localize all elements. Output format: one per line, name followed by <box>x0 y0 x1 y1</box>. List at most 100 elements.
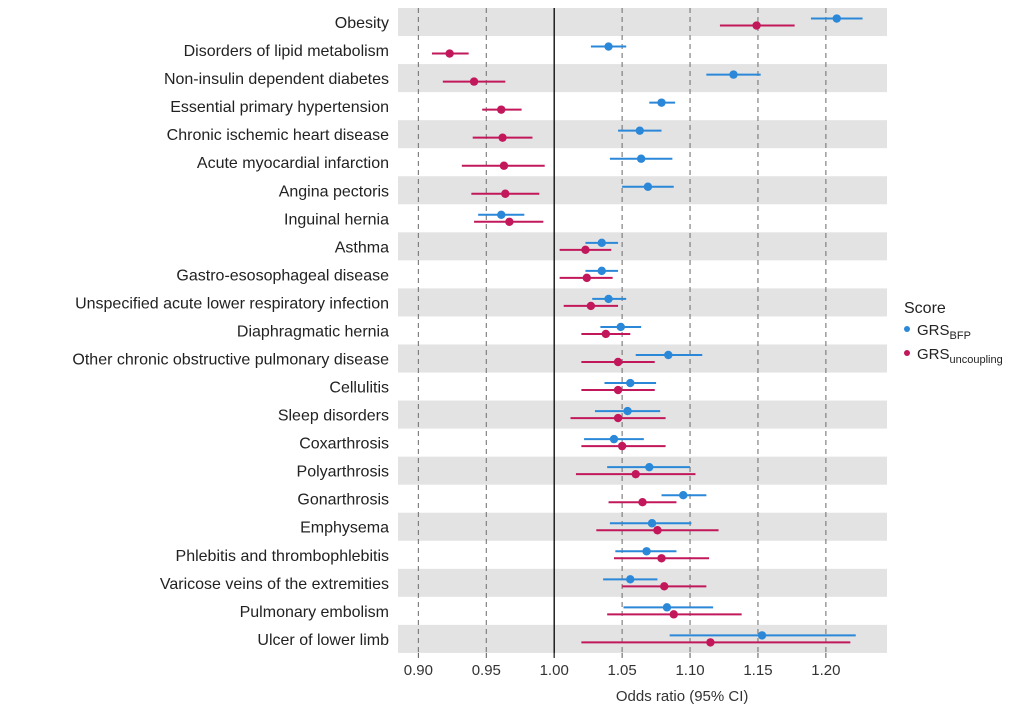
row-band <box>398 512 887 541</box>
point-bfp <box>623 406 632 416</box>
point-uncoupling <box>638 498 647 507</box>
point-bfp <box>662 603 672 612</box>
row-band <box>398 624 887 653</box>
category-label: Essential primary hypertension <box>170 99 389 116</box>
point-uncoupling <box>631 469 640 479</box>
point-bfp <box>642 547 651 556</box>
point-uncoupling <box>445 49 454 58</box>
point-uncoupling <box>501 189 510 198</box>
row-band <box>398 456 887 485</box>
point-uncoupling <box>581 245 590 255</box>
legend-title: Score <box>904 300 946 317</box>
point-bfp <box>679 491 688 500</box>
series-marks <box>431 14 863 647</box>
point-bfp <box>643 182 653 191</box>
x-tick-label: 0.90 <box>404 662 433 679</box>
legend-label-bfp: GRSBFP <box>917 322 971 342</box>
point-bfp <box>636 154 646 163</box>
category-label: Pulmonary embolism <box>240 604 389 621</box>
row-band <box>398 288 887 317</box>
row-band <box>398 176 887 205</box>
x-tick-label: 1.10 <box>675 662 704 679</box>
point-uncoupling <box>505 217 514 226</box>
x-tick-label: 1.00 <box>540 662 569 679</box>
row-band <box>398 344 887 373</box>
category-label: Cellulitis <box>329 380 389 397</box>
category-label: Obesity <box>335 15 389 32</box>
point-uncoupling <box>469 77 479 86</box>
row-band <box>398 232 887 261</box>
category-label: Coxarthrosis <box>299 436 389 453</box>
category-label: Emphysema <box>300 520 389 537</box>
point-uncoupling <box>660 582 669 591</box>
point-uncoupling <box>657 554 666 563</box>
category-labels: Obesity Disorders of lipid metabolism Non-… <box>72 15 389 649</box>
category-label: Ulcer of lower limb <box>257 632 389 649</box>
legend-marker-bfp <box>904 326 910 332</box>
point-bfp <box>604 294 613 304</box>
category-label: Chronic ischemic heart disease <box>167 127 389 144</box>
category-label: Varicose veins of the extremities <box>160 576 389 593</box>
point-uncoupling <box>706 638 715 647</box>
legend-label-uncoupling: GRSuncoupling <box>917 346 1003 366</box>
point-bfp <box>616 322 625 332</box>
x-tick-label: 1.20 <box>811 662 840 679</box>
row-band <box>398 64 887 93</box>
point-bfp <box>597 238 606 248</box>
category-label: Unspecified acute lower respiratory infe… <box>75 295 389 312</box>
point-uncoupling <box>582 273 592 283</box>
point-bfp <box>729 70 738 79</box>
point-bfp <box>657 98 666 107</box>
point-bfp <box>645 462 654 472</box>
category-label: Gonarthrosis <box>297 492 389 509</box>
point-uncoupling <box>601 329 611 339</box>
point-bfp <box>664 350 673 360</box>
x-axis: 0.90 0.95 1.00 1.05 1.10 1.15 1.20 <box>404 652 840 679</box>
x-axis-title: Odds ratio (95% CI) <box>616 688 749 705</box>
x-tick-label: 1.15 <box>743 662 772 679</box>
point-uncoupling <box>752 21 761 30</box>
row-band <box>398 8 887 37</box>
category-label: Sleep disorders <box>278 408 389 425</box>
point-bfp <box>626 575 635 584</box>
point-uncoupling <box>497 105 506 114</box>
category-label: Acute myocardial infarction <box>197 155 389 172</box>
point-uncoupling <box>498 133 507 142</box>
category-label: Angina pectoris <box>279 183 389 200</box>
row-band <box>398 120 887 149</box>
legend-marker-uncoupling <box>904 350 910 356</box>
point-bfp <box>604 42 613 51</box>
point-bfp <box>626 378 635 388</box>
category-label: Non-insulin dependent diabetes <box>164 71 389 88</box>
row-band <box>398 400 887 429</box>
category-label: Diaphragmatic hernia <box>237 323 389 340</box>
x-tick-label: 1.05 <box>608 662 637 679</box>
point-bfp <box>635 126 644 135</box>
row-band <box>398 568 887 597</box>
category-label: Gastro-esosophageal disease <box>176 267 389 284</box>
category-label: Polyarthrosis <box>297 464 389 481</box>
point-uncoupling <box>653 526 662 535</box>
legend: Score GRSBFP GRSuncoupling <box>904 300 1034 370</box>
category-label: Phlebitis and thrombophlebitis <box>176 548 389 565</box>
point-bfp <box>597 266 606 276</box>
category-label: Disorders of lipid metabolism <box>184 43 389 60</box>
point-bfp <box>497 210 506 219</box>
point-uncoupling <box>613 385 623 395</box>
legend-item-bfp: GRSBFP <box>904 322 1034 346</box>
point-uncoupling <box>613 357 623 367</box>
point-bfp <box>647 519 657 528</box>
category-label: Other chronic obstructive pulmonary dise… <box>72 352 389 369</box>
point-uncoupling <box>586 301 596 311</box>
point-bfp <box>609 434 619 444</box>
point-uncoupling <box>613 413 623 423</box>
point-uncoupling <box>669 610 678 619</box>
legend-item-uncoupling: GRSuncoupling <box>904 346 1034 370</box>
x-tick-label: 0.95 <box>472 662 501 679</box>
point-uncoupling <box>499 161 509 170</box>
row-bands <box>398 8 887 653</box>
point-bfp <box>832 14 841 23</box>
point-uncoupling <box>617 441 627 451</box>
category-label: Asthma <box>335 239 389 256</box>
